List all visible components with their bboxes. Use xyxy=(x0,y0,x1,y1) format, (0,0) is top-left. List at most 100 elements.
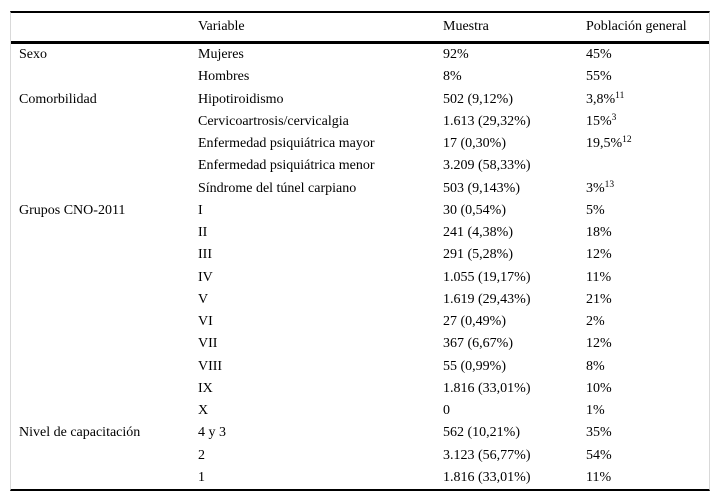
variable-cell: VIII xyxy=(198,358,223,374)
category-cell xyxy=(11,311,198,333)
poblacion-cell: 21% xyxy=(586,289,709,311)
category-cell xyxy=(11,467,198,489)
muestra-cell: 291 (5,28%) xyxy=(443,247,513,263)
poblacion-value: 19,5% xyxy=(586,136,623,152)
poblacion-value: 11% xyxy=(586,269,612,285)
variable-cell: Cervicoartrosis/cervicalgia xyxy=(198,113,349,129)
muestra-cell: 17 (0,30%) xyxy=(443,136,506,152)
category-cell xyxy=(11,66,198,88)
citation-superscript: 12 xyxy=(622,135,632,146)
muestra-cell: 30 (0,54%) xyxy=(443,202,506,218)
category-cell xyxy=(11,133,198,155)
table-row: X 0 1% xyxy=(11,400,709,422)
poblacion-cell: 12% xyxy=(586,333,709,355)
poblacion-cell: 54% xyxy=(586,445,709,467)
table-body: Sexo Mujeres 92% 45% Hombres 8% 55% Como… xyxy=(11,44,709,489)
poblacion-cell: 18% xyxy=(586,222,709,244)
variable-cell: Enfermedad psiquiátrica menor xyxy=(198,158,375,174)
table-row: Grupos CNO-2011 I 30 (0,54%) 5% xyxy=(11,200,709,222)
table-row: IV 1.055 (19,17%) 11% xyxy=(11,267,709,289)
poblacion-cell: 8% xyxy=(586,356,709,378)
results-table-frame: Variable Muestra Población general Sexo … xyxy=(10,11,710,491)
table-row: Síndrome del túnel carpiano 503 (9,143%)… xyxy=(11,178,709,200)
variable-cell: Mujeres xyxy=(198,47,244,63)
variable-cell: III xyxy=(198,247,212,263)
poblacion-value: 35% xyxy=(586,425,612,441)
poblacion-value: 5% xyxy=(586,202,605,218)
variable-cell: IX xyxy=(198,380,213,396)
column-header-poblacion-general: Población general xyxy=(586,13,709,44)
citation-superscript: 13 xyxy=(604,179,615,190)
muestra-cell: 1.816 (33,01%) xyxy=(443,380,531,396)
citation-superscript: 3 xyxy=(611,112,617,123)
poblacion-value: 18% xyxy=(586,225,612,241)
muestra-cell: 1.816 (33,01%) xyxy=(443,469,531,485)
variable-cell: Hipotiroidismo xyxy=(198,91,284,107)
table-row: 1 1.816 (33,01%) 11% xyxy=(11,467,709,489)
muestra-cell: 55 (0,99%) xyxy=(443,358,506,374)
muestra-cell: 241 (4,38%) xyxy=(443,225,513,241)
category-cell xyxy=(11,400,198,422)
category-cell xyxy=(11,178,198,200)
category-cell xyxy=(11,445,198,467)
muestra-cell: 1.613 (29,32%) xyxy=(443,113,531,129)
muestra-cell: 367 (6,67%) xyxy=(443,336,513,352)
table-row: 2 3.123 (56,77%) 54% xyxy=(11,445,709,467)
table-row: VIII 55 (0,99%) 8% xyxy=(11,356,709,378)
category-cell xyxy=(11,155,198,177)
category-cell xyxy=(11,356,198,378)
category-cell: Grupos CNO-2011 xyxy=(19,202,126,218)
poblacion-cell: 10% xyxy=(586,378,709,400)
muestra-cell: 27 (0,49%) xyxy=(443,314,506,330)
muestra-cell: 8% xyxy=(443,69,462,85)
muestra-cell: 562 (10,21%) xyxy=(443,425,520,441)
category-cell: Nivel de capacitación xyxy=(19,425,141,441)
muestra-cell: 1.619 (29,43%) xyxy=(443,291,531,307)
poblacion-cell: 15%3 xyxy=(586,111,709,133)
poblacion-value: 10% xyxy=(586,380,612,396)
header-row: Variable Muestra Población general xyxy=(11,13,709,44)
variable-cell: 4 y 3 xyxy=(198,425,226,441)
table-row: Comorbilidad Hipotiroidismo 502 (9,12%) … xyxy=(11,89,709,111)
poblacion-cell: 12% xyxy=(586,244,709,266)
poblacion-value: 11% xyxy=(586,469,612,485)
poblacion-value: 12% xyxy=(586,336,612,352)
variable-cell: Síndrome del túnel carpiano xyxy=(198,180,357,196)
variable-cell: VI xyxy=(198,314,213,330)
poblacion-value: 54% xyxy=(586,447,612,463)
variable-cell: I xyxy=(198,202,203,218)
poblacion-cell: 11% xyxy=(586,467,709,489)
category-cell xyxy=(11,378,198,400)
category-cell xyxy=(11,267,198,289)
poblacion-value: 55% xyxy=(586,69,612,85)
table-row: Nivel de capacitación 4 y 3 562 (10,21%)… xyxy=(11,422,709,444)
muestra-cell: 502 (9,12%) xyxy=(443,91,513,107)
poblacion-value: 2% xyxy=(586,314,605,330)
muestra-cell: 0 xyxy=(443,403,450,419)
table-row: IX 1.816 (33,01%) 10% xyxy=(11,378,709,400)
citation-superscript: 11 xyxy=(615,90,625,101)
poblacion-value: 3% xyxy=(586,180,605,196)
category-cell xyxy=(11,289,198,311)
column-header-muestra: Muestra xyxy=(443,13,586,44)
variable-cell: II xyxy=(198,225,208,241)
muestra-cell: 1.055 (19,17%) xyxy=(443,269,531,285)
column-header-category xyxy=(11,13,198,44)
poblacion-cell: 2% xyxy=(586,311,709,333)
muestra-cell: 503 (9,143%) xyxy=(443,180,520,196)
table-row: III 291 (5,28%) 12% xyxy=(11,244,709,266)
muestra-cell: 3.209 (58,33%) xyxy=(443,158,531,174)
poblacion-cell: 45% xyxy=(586,44,709,66)
poblacion-cell: 11% xyxy=(586,267,709,289)
table-row: Hombres 8% 55% xyxy=(11,66,709,88)
variable-cell: 2 xyxy=(198,447,205,463)
muestra-cell: 92% xyxy=(443,47,469,63)
variable-cell: Hombres xyxy=(198,69,250,85)
category-cell: Sexo xyxy=(19,47,47,63)
table-row: II 241 (4,38%) 18% xyxy=(11,222,709,244)
results-table: Variable Muestra Población general Sexo … xyxy=(11,13,709,489)
variable-cell: V xyxy=(198,291,209,307)
variable-cell: VII xyxy=(198,336,218,352)
poblacion-cell xyxy=(586,155,709,177)
